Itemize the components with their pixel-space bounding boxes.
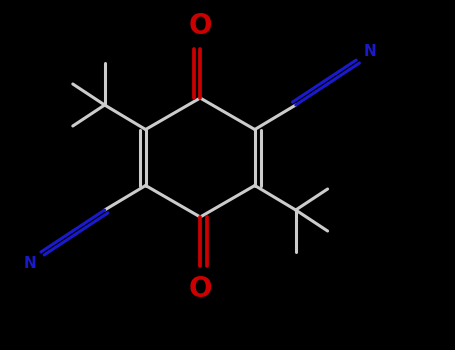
Text: O: O xyxy=(188,12,212,40)
Text: N: N xyxy=(364,44,377,60)
Text: O: O xyxy=(188,275,212,303)
Text: N: N xyxy=(24,256,36,271)
